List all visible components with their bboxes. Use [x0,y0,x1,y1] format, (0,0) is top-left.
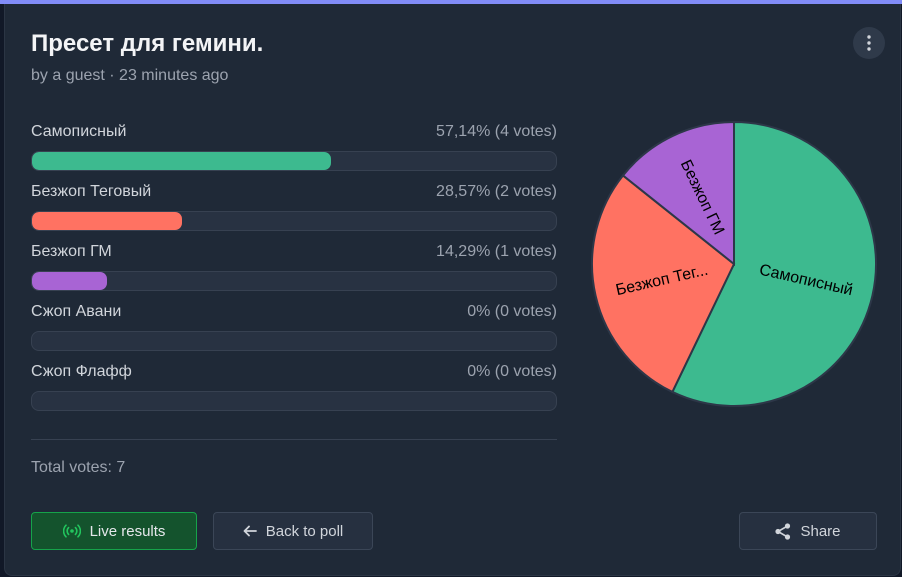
share-label: Share [800,522,841,540]
divider [31,439,557,440]
total-votes: Total votes: 7 [31,459,126,476]
live-results-label: Live results [89,522,166,540]
option-stat: 57,14% (4 votes) [436,123,557,140]
progress-fill [32,212,182,230]
option-label: Самописный [31,123,127,140]
progress-track [31,151,557,171]
option-stat: 0% (0 votes) [467,303,557,320]
broadcast-icon [62,524,81,538]
option-stat: 28,57% (2 votes) [436,183,557,200]
results-list: Самописный 57,14% (4 votes) Безжоп Тегов… [31,122,557,422]
progress-track [31,211,557,231]
option-label: Сжоп Авани [31,303,122,320]
option-label: Безжоп ГМ [31,243,112,260]
option-stat: 0% (0 votes) [467,363,557,380]
live-results-button[interactable]: Live results [31,512,197,550]
back-to-poll-label: Back to poll [265,522,344,540]
back-to-poll-button[interactable]: Back to poll [213,512,373,550]
result-option: Сжоп Флафф 0% (0 votes) [31,362,557,422]
more-options-button[interactable] [853,27,885,59]
poll-meta: by a guest · 23 minutes ago [31,67,229,84]
progress-track [31,271,557,291]
result-option: Сжоп Авани 0% (0 votes) [31,302,557,362]
result-option: Безжоп ГМ 14,29% (1 votes) [31,242,557,302]
progress-fill [32,272,107,290]
progress-track [31,331,557,351]
option-stat: 14,29% (1 votes) [436,243,557,260]
share-button[interactable]: Share [739,512,877,550]
share-icon [775,522,791,540]
poll-results-card: Пресет для гемини. by a guest · 23 minut… [4,4,901,576]
option-label: Безжоп Теговый [31,183,152,200]
pie-slice [591,174,736,394]
pie-slice [621,120,735,267]
progress-fill [32,152,332,170]
more-vertical-icon [867,35,871,51]
result-option: Безжоп Теговый 28,57% (2 votes) [31,182,557,242]
pie-slice [671,120,877,407]
poll-title: Пресет для гемини. [31,30,264,57]
option-label: Сжоп Флафф [31,363,132,380]
arrow-left-icon [243,525,257,537]
progress-track [31,391,557,411]
top-accent-bar [0,0,902,4]
result-option: Самописный 57,14% (4 votes) [31,122,557,182]
